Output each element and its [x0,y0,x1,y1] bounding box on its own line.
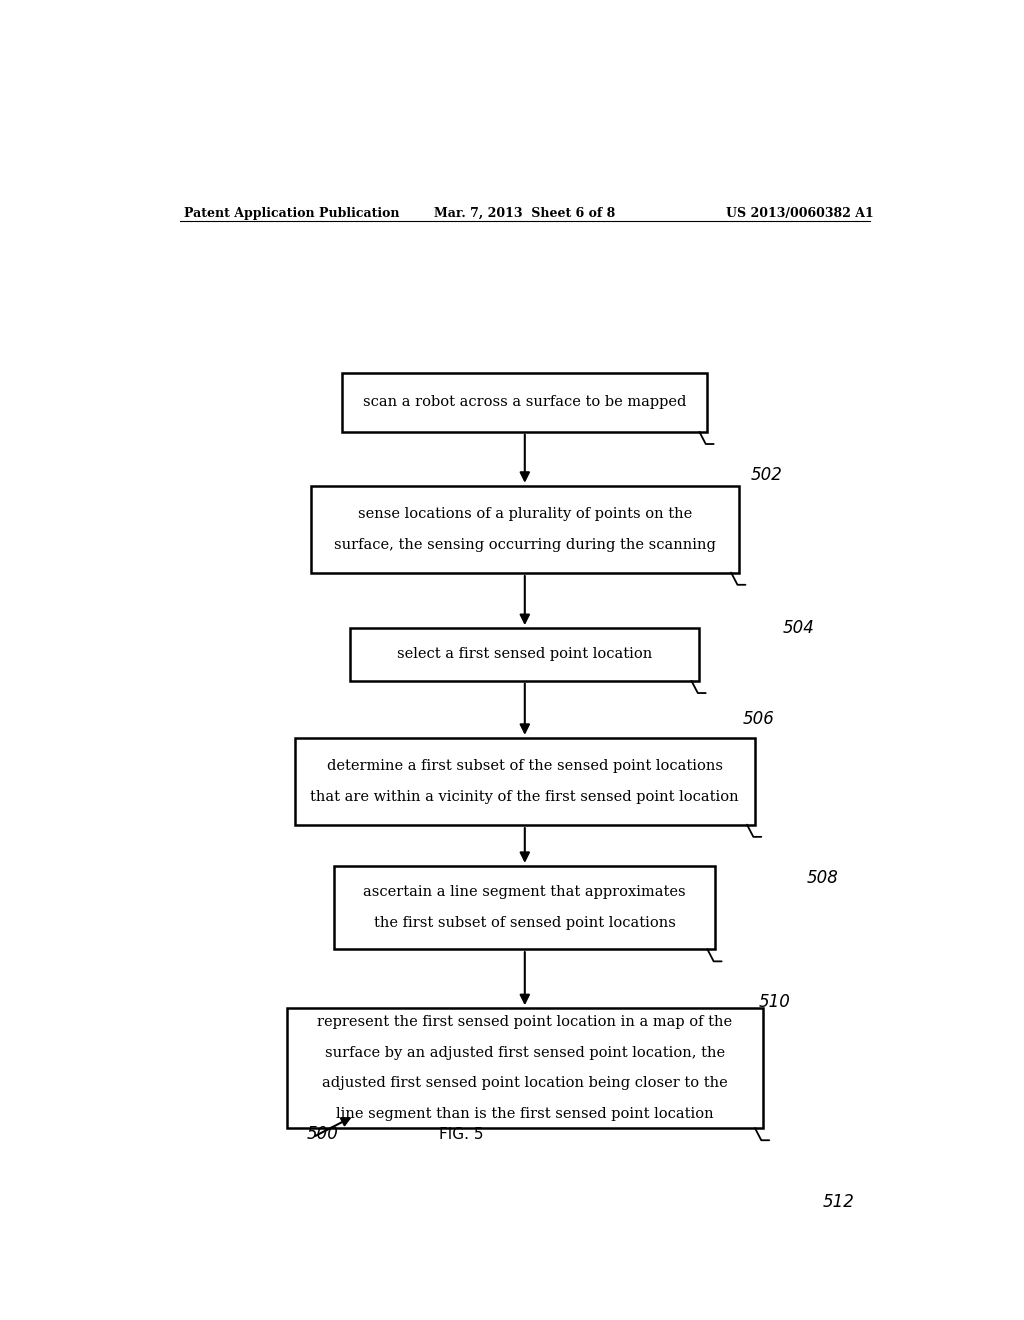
Text: FIG. 5: FIG. 5 [439,1127,483,1142]
Text: 506: 506 [743,710,775,729]
Text: represent the first sensed point location in a map of the: represent the first sensed point locatio… [317,1015,732,1030]
Text: line segment than is the first sensed point location: line segment than is the first sensed po… [336,1106,714,1121]
FancyBboxPatch shape [334,866,715,949]
Text: 500: 500 [306,1125,338,1143]
Text: 510: 510 [759,993,791,1011]
FancyBboxPatch shape [350,628,699,681]
Text: determine a first subset of the sensed point locations: determine a first subset of the sensed p… [327,759,723,774]
Text: the first subset of sensed point locations: the first subset of sensed point locatio… [374,916,676,929]
Text: 512: 512 [822,1193,854,1212]
FancyBboxPatch shape [295,738,755,825]
Text: surface by an adjusted first sensed point location, the: surface by an adjusted first sensed poin… [325,1045,725,1060]
Text: scan a robot across a surface to be mapped: scan a robot across a surface to be mapp… [364,395,686,409]
Text: ascertain a line segment that approximates: ascertain a line segment that approximat… [364,886,686,899]
FancyBboxPatch shape [310,486,739,573]
Text: 502: 502 [751,466,783,483]
Text: Mar. 7, 2013  Sheet 6 of 8: Mar. 7, 2013 Sheet 6 of 8 [434,207,615,220]
Text: surface, the sensing occurring during the scanning: surface, the sensing occurring during th… [334,537,716,552]
Text: sense locations of a plurality of points on the: sense locations of a plurality of points… [357,507,692,521]
Text: US 2013/0060382 A1: US 2013/0060382 A1 [726,207,873,220]
Text: 504: 504 [782,619,815,638]
Text: that are within a vicinity of the first sensed point location: that are within a vicinity of the first … [310,789,739,804]
FancyBboxPatch shape [342,372,708,432]
Text: adjusted first sensed point location being closer to the: adjusted first sensed point location bei… [322,1076,728,1090]
Text: Patent Application Publication: Patent Application Publication [183,207,399,220]
Text: 508: 508 [807,869,839,887]
Text: select a first sensed point location: select a first sensed point location [397,647,652,661]
FancyBboxPatch shape [287,1008,763,1129]
